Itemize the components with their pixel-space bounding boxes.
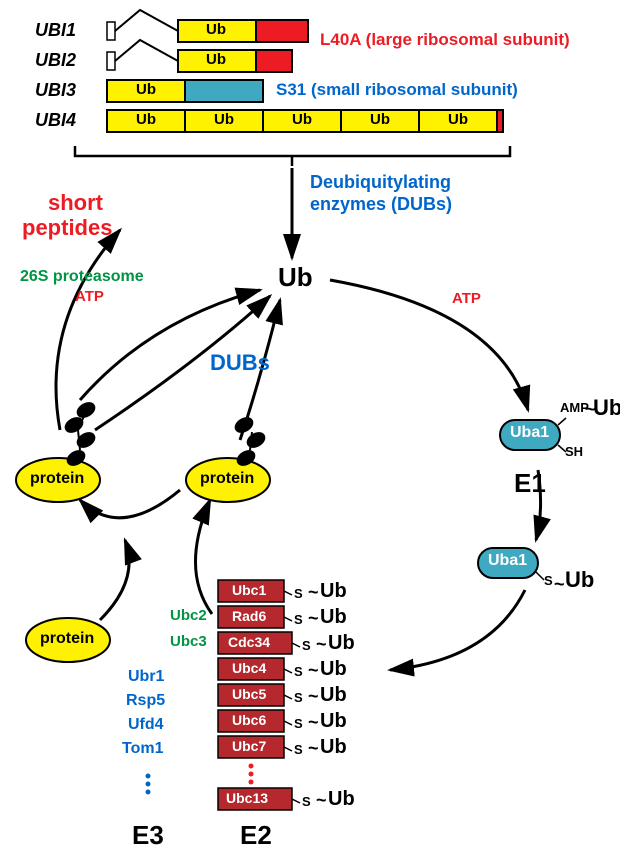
gene-ubi1: UBI1 [35, 20, 76, 41]
amp-ub: Ub [593, 395, 620, 421]
ub-label-ubi2: Ub [206, 51, 226, 68]
dubs-line2: enzymes (DUBs) [310, 194, 452, 215]
tom1-label: Tom1 [122, 740, 163, 758]
gene-ubi4: UBI4 [35, 110, 76, 131]
s7: S [294, 742, 303, 757]
amp-label: AMP [560, 400, 589, 415]
dubs-center: DUBs [210, 350, 270, 376]
ub6: Ub [320, 710, 347, 733]
central-ub: Ub [278, 262, 313, 293]
s6: S [294, 716, 303, 731]
ub-uba1: Ub [565, 567, 594, 593]
svg-text:~: ~ [308, 582, 319, 602]
svg-text:~: ~ [308, 712, 319, 732]
peptides-label: peptides [22, 215, 112, 241]
arrow-e2-mono [195, 500, 212, 614]
l40a-label: L40A (large ribosomal subunit) [320, 30, 570, 50]
arrow-uba1-e2 [390, 590, 525, 670]
ubc2-alt: Ubc2 [170, 607, 207, 624]
ub7: Ub [320, 736, 347, 759]
svg-text:~: ~ [308, 608, 319, 628]
gene-ubi2: UBI2 [35, 50, 76, 71]
ubi2-row [107, 40, 292, 72]
s2: S [294, 612, 303, 627]
ubr1-label: Ubr1 [128, 668, 164, 686]
atp-left: ATP [75, 288, 104, 305]
ubc3-alt: Ubc3 [170, 633, 207, 650]
ub4: Ub [320, 658, 347, 681]
rsp5-label: Rsp5 [126, 692, 165, 710]
ubc4-label: Ubc4 [232, 660, 266, 676]
svg-text:~: ~ [308, 686, 319, 706]
s1: S [294, 586, 303, 601]
ub-label-ubi1: Ub [206, 21, 226, 38]
ubc6-label: Ubc6 [232, 712, 266, 728]
ub2: Ub [320, 606, 347, 629]
e2-label: E2 [240, 820, 272, 851]
ub-label-ubi3: Ub [136, 81, 156, 98]
protein-mono-label: protein [200, 470, 254, 488]
ub-label-ubi4a: Ub [136, 111, 156, 128]
e1-label: E1 [514, 468, 546, 499]
s13: S [302, 794, 311, 809]
cdc34-label: Cdc34 [228, 634, 270, 650]
svg-text:~: ~ [554, 574, 565, 594]
svg-text:~: ~ [316, 790, 327, 810]
ub5: Ub [320, 684, 347, 707]
s3: S [302, 638, 311, 653]
ub-label-ubi4b: Ub [214, 111, 234, 128]
uba1-top-label: Uba1 [510, 424, 549, 442]
arrow-mono-poly [80, 490, 180, 518]
svg-text:~: ~ [308, 660, 319, 680]
s-uba1: S [544, 573, 553, 588]
ub-label-ubi4e: Ub [448, 111, 468, 128]
ubc5-label: Ubc5 [232, 686, 266, 702]
dubs-line1: Deubiquitylating [310, 172, 451, 193]
proteasome-label: 26S proteasome [20, 268, 144, 286]
rad6-label: Rad6 [232, 608, 266, 624]
ubc7-label: Ubc7 [232, 738, 266, 754]
e3-label: E3 [132, 820, 164, 851]
atp-right: ATP [452, 290, 481, 307]
s4: S [294, 664, 303, 679]
protein-poly-label: protein [30, 470, 84, 488]
svg-text:~: ~ [316, 634, 327, 654]
ub3: Ub [328, 632, 355, 655]
ub1: Ub [320, 580, 347, 603]
ufd4-label: Ufd4 [128, 716, 164, 734]
gene-ubi3: UBI3 [35, 80, 76, 101]
sh-label: SH [565, 444, 583, 459]
arrow-substrate [100, 540, 129, 620]
ub-label-ubi4c: Ub [292, 111, 312, 128]
arrow-ub-uba1 [330, 280, 528, 410]
arrow-peptides [56, 230, 120, 430]
protein-sub-label: protein [40, 630, 94, 648]
ubc1-label: Ubc1 [232, 582, 266, 598]
ubc13-label: Ubc13 [226, 790, 268, 806]
ubi3-row [107, 80, 263, 102]
ub-label-ubi4d: Ub [370, 111, 390, 128]
gene-bracket [75, 146, 510, 166]
short-label: short [48, 190, 103, 216]
svg-text:~: ~ [308, 738, 319, 758]
s5: S [294, 690, 303, 705]
s31-label: S31 (small ribosomal subunit) [276, 80, 518, 100]
ub13: Ub [328, 788, 355, 811]
uba1-bottom-label: Uba1 [488, 552, 527, 570]
arrow-released-ub [80, 290, 260, 400]
